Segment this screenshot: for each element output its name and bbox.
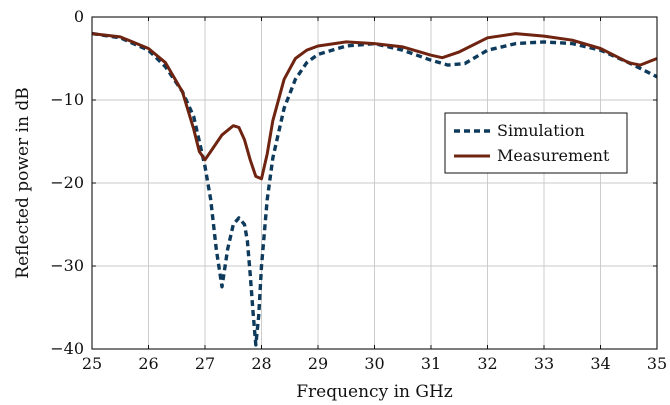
- grid: [91, 16, 658, 350]
- ticks: [91, 16, 658, 350]
- legend: Simulation Measurement: [444, 112, 628, 174]
- tick-labels: 25 26 27 28 29 30 31 32 33 34 35 0 −10 −20 −30 −40: [50, 7, 667, 373]
- x-tick-label: 25: [82, 354, 102, 373]
- x-axis-title: Frequency in GHz: [296, 382, 453, 402]
- y-tick-label: −40: [50, 339, 84, 358]
- x-tick-label: 28: [251, 354, 271, 373]
- x-tick-label: 34: [590, 354, 610, 373]
- x-tick-label: 27: [195, 354, 215, 373]
- series-layer: [91, 31, 658, 347]
- y-tick-label: −20: [50, 173, 84, 192]
- y-tick-label: 0: [74, 7, 84, 26]
- series-line-measurement: [91, 32, 658, 181]
- legend-box: [444, 112, 628, 174]
- x-tick-label: 32: [477, 354, 497, 373]
- y-tick-label: −30: [50, 256, 84, 275]
- x-tick-label: 33: [534, 354, 554, 373]
- y-axis-title: Reflected power in dB: [13, 87, 33, 278]
- series-line-simulation: [91, 31, 658, 347]
- legend-label-measurement: Measurement: [497, 146, 610, 165]
- y-tick-label: −10: [50, 90, 84, 109]
- x-tick-label: 26: [138, 354, 158, 373]
- x-tick-label: 29: [308, 354, 328, 373]
- x-tick-label: 31: [421, 354, 441, 373]
- x-tick-label: 30: [364, 354, 384, 373]
- legend-label-simulation: Simulation: [497, 121, 585, 140]
- x-tick-label: 35: [647, 354, 667, 373]
